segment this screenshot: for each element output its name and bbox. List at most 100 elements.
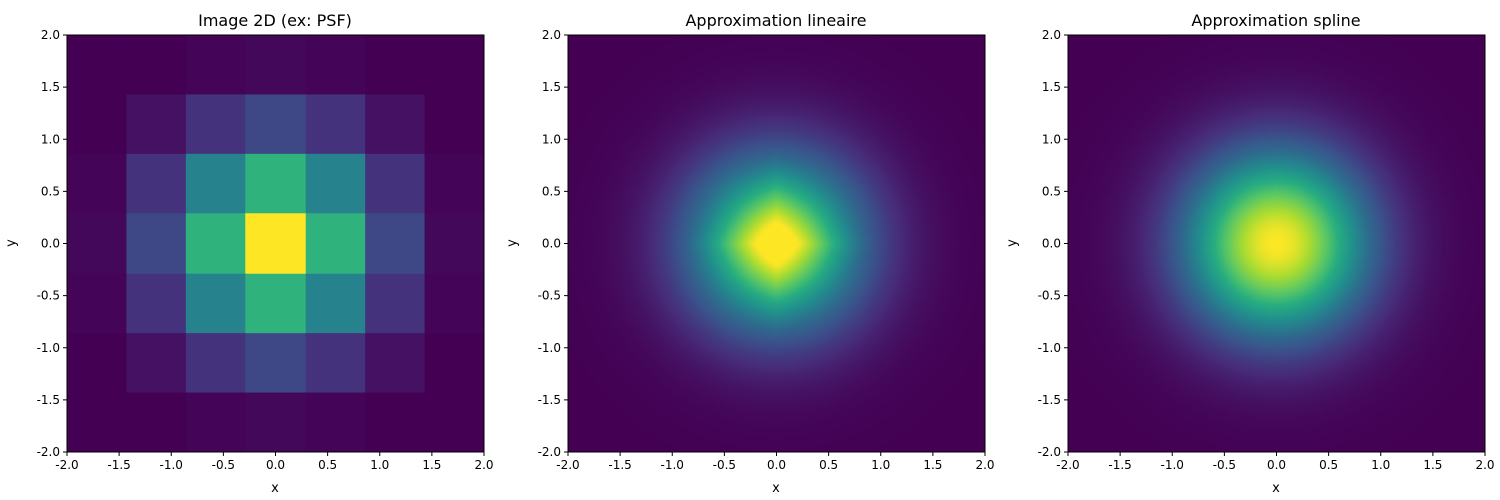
heatmap-raster <box>568 35 985 452</box>
panel-title: Approximation lineaire <box>685 11 866 30</box>
heatmap-cell <box>185 273 246 334</box>
x-tick-label: 1.0 <box>1371 458 1390 472</box>
y-tick-label: 1.0 <box>1042 132 1061 146</box>
heatmap-cell <box>67 94 127 155</box>
y-tick-label: -0.5 <box>37 289 60 303</box>
y-tick-label: -1.0 <box>1038 341 1061 355</box>
y-axis-ticks: -2.0 -1.5 -1.0 -0.5 0.0 0.5 1.0 1.5 2.0 <box>1038 28 1068 459</box>
x-tick-label: 1.5 <box>923 458 942 472</box>
y-tick-label: -0.5 <box>538 289 561 303</box>
heatmap-cell <box>245 333 307 394</box>
heatmap-cell <box>305 273 366 334</box>
y-tick-label: 2.0 <box>41 28 60 42</box>
x-tick-label: 0.5 <box>1319 458 1338 472</box>
x-tick-label: 1.5 <box>1423 458 1442 472</box>
x-tick-label: 2.0 <box>1475 458 1494 472</box>
panel-spline: Approximation spline -2.0 -1.5 -1.0 -0.5 0.0… <box>1005 11 1495 496</box>
x-tick-label: -1.5 <box>107 458 130 472</box>
heatmap-cell <box>126 153 187 214</box>
x-axis-ticks: -2.0 -1.5 -1.0 -0.5 0.0 0.5 1.0 1.5 2.0 <box>1056 452 1495 472</box>
x-axis-ticks: -2.0 -1.5 -1.0 -0.5 0.0 0.5 1.0 1.5 2.0 <box>556 452 995 472</box>
y-tick-label: -2.0 <box>37 445 60 459</box>
heatmap-cell <box>126 213 187 275</box>
x-axis-label: x <box>772 481 780 496</box>
heatmap-cell <box>185 35 246 95</box>
heatmap-cell <box>67 333 127 394</box>
y-tick-label: 0.5 <box>41 184 60 198</box>
x-tick-label: -2.0 <box>1056 458 1079 472</box>
y-axis-label: y <box>4 239 19 247</box>
heatmap-cell <box>67 153 127 214</box>
heatmap-cell <box>67 213 127 275</box>
x-tick-label: 0.0 <box>767 458 786 472</box>
heatmap-cell <box>185 153 246 214</box>
x-tick-label: -1.0 <box>160 458 183 472</box>
y-axis-label: y <box>505 239 520 247</box>
y-tick-label: 0.0 <box>542 237 561 251</box>
heatmap-cell <box>424 153 485 214</box>
y-tick-label: -2.0 <box>538 445 561 459</box>
heatmap-cell <box>305 153 366 214</box>
heatmap-cell <box>424 273 485 334</box>
y-tick-label: 1.0 <box>542 132 561 146</box>
y-tick-label: 2.0 <box>542 28 561 42</box>
x-tick-label: 0.0 <box>266 458 285 472</box>
x-tick-label: 0.5 <box>819 458 838 472</box>
heatmap-cell <box>305 94 366 155</box>
x-tick-label: -1.0 <box>1161 458 1184 472</box>
heatmap-cell <box>67 392 127 453</box>
heatmap-cell <box>424 213 485 275</box>
heatmap-cell <box>245 273 307 334</box>
heatmap-cell <box>126 273 187 334</box>
y-tick-label: -1.5 <box>37 393 60 407</box>
heatmap-cell <box>185 392 246 453</box>
y-tick-label: -1.0 <box>37 341 60 355</box>
x-tick-label: -0.5 <box>713 458 736 472</box>
x-tick-label: 1.5 <box>422 458 441 472</box>
heatmap-cell <box>67 35 127 95</box>
heatmap-cell <box>424 35 485 95</box>
heatmap-cell <box>365 153 426 214</box>
heatmap-cell <box>185 333 246 394</box>
heatmap-cell <box>305 333 366 394</box>
heatmap-cell <box>245 94 307 155</box>
heatmap-cell <box>185 213 246 275</box>
x-tick-label: 1.0 <box>370 458 389 472</box>
heatmap-cell <box>305 35 366 95</box>
y-axis-ticks: -2.0 -1.5 -1.0 -0.5 0.0 0.5 1.0 1.5 2.0 <box>37 28 67 459</box>
heatmap-cell <box>185 94 246 155</box>
x-tick-label: -2.0 <box>55 458 78 472</box>
heatmap-cell <box>365 333 426 394</box>
heatmap-cell <box>365 392 426 453</box>
y-tick-label: -1.5 <box>1038 393 1061 407</box>
heatmap-raster <box>1068 35 1485 452</box>
heatmap-cell <box>424 333 485 394</box>
x-tick-label: -0.5 <box>212 458 235 472</box>
y-tick-label: -0.5 <box>1038 289 1061 303</box>
panel-title: Approximation spline <box>1191 11 1360 30</box>
y-tick-label: -1.0 <box>538 341 561 355</box>
y-tick-label: 1.5 <box>542 80 561 94</box>
y-tick-label: 1.5 <box>1042 80 1061 94</box>
y-tick-label: 0.5 <box>1042 184 1061 198</box>
y-tick-label: 0.0 <box>41 237 60 251</box>
panel-linear: Approximation lineaire -2.0 -1.5 -1.0 -0.5 0… <box>505 11 995 496</box>
panel-title: Image 2D (ex: PSF) <box>198 11 352 30</box>
heatmap-cell <box>245 392 307 453</box>
heatmap-cell <box>126 35 187 95</box>
x-tick-label: 2.0 <box>474 458 493 472</box>
x-tick-label: 2.0 <box>975 458 994 472</box>
x-axis-label: x <box>1272 481 1280 496</box>
heatmap-cell <box>305 213 366 275</box>
heatmap-cell <box>67 273 127 334</box>
heatmap-cell <box>365 273 426 334</box>
y-axis-ticks: -2.0 -1.5 -1.0 -0.5 0.0 0.5 1.0 1.5 2.0 <box>538 28 568 459</box>
heatmap-image <box>67 35 485 453</box>
heatmap-cell <box>365 94 426 155</box>
y-tick-label: -2.0 <box>1038 445 1061 459</box>
heatmap-cell <box>305 392 366 453</box>
heatmap-cell <box>424 94 485 155</box>
x-tick-label: -1.0 <box>661 458 684 472</box>
y-tick-label: 0.0 <box>1042 237 1061 251</box>
